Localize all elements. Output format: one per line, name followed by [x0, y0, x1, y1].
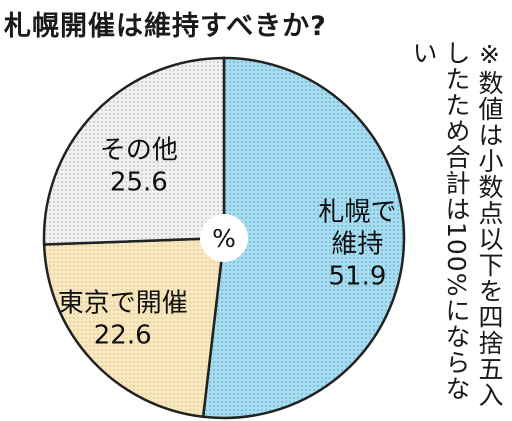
- slice-3-name-line-1: その他: [100, 136, 178, 166]
- center-disc: [200, 214, 248, 262]
- center-unit-label: %: [212, 224, 236, 253]
- footnote: ※数値は小数点以下を四捨五入したため合計は100%にならない: [409, 40, 504, 408]
- chart-title: 札幌開催は維持すべきか?: [4, 11, 327, 42]
- pie-slice-2: [42, 236, 226, 419]
- slice-3-value-label: 25.6: [110, 168, 168, 198]
- slice-2-name-line-1: 東京で開催: [58, 289, 188, 319]
- slice-2-value-label: 22.6: [94, 321, 152, 351]
- pie-slice-1: [201, 56, 406, 420]
- pie-slice-3: [42, 56, 226, 246]
- slice-1-value-label: 51.9: [328, 261, 386, 291]
- slice-1-name-line-2: 維持: [331, 229, 383, 259]
- slice-1-name-line-1: 札幌で: [318, 197, 396, 227]
